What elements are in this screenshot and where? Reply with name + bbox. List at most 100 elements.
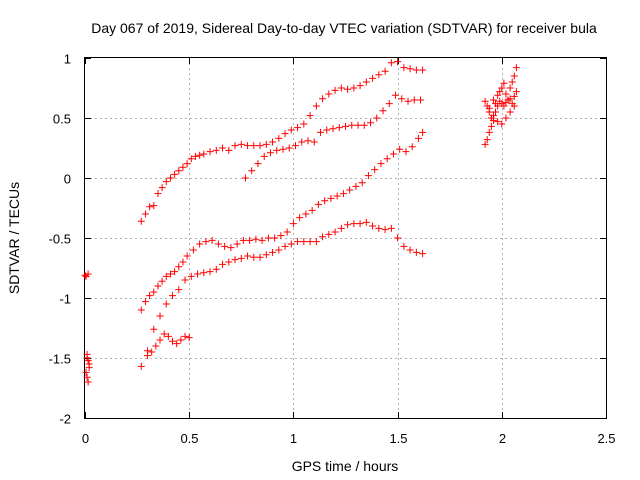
data-point [333, 192, 341, 200]
data-point [319, 95, 327, 103]
x-tick-label: 0.5 [180, 431, 198, 446]
data-point [312, 102, 320, 110]
data-point [375, 224, 383, 232]
x-tick-label: 2.5 [597, 431, 615, 446]
data-point [489, 112, 497, 120]
data-point [241, 174, 249, 182]
data-point [506, 84, 514, 92]
data-point [179, 258, 187, 266]
data-point [175, 167, 183, 175]
y-tick-label: -0.5 [49, 232, 71, 247]
data-point [179, 163, 187, 171]
data-point [381, 67, 389, 75]
data-point [310, 138, 318, 146]
data-point [419, 250, 427, 258]
data-point [173, 340, 181, 348]
data-point [485, 128, 493, 136]
data-point [169, 292, 177, 300]
data-point [383, 155, 391, 163]
data-point [289, 220, 297, 228]
series-6 [81, 270, 93, 386]
data-point [337, 224, 345, 232]
data-point [150, 288, 158, 296]
data-point [362, 78, 370, 86]
data-point [481, 97, 489, 105]
data-point [387, 59, 395, 67]
data-point [281, 242, 289, 250]
series-3 [137, 128, 427, 314]
data-point [400, 64, 408, 72]
data-point [381, 226, 389, 234]
data-point [510, 72, 518, 80]
data-point [412, 248, 420, 256]
data-point [183, 160, 191, 168]
data-point [387, 224, 395, 232]
data-point [494, 91, 502, 99]
data-point [225, 146, 233, 154]
data-point [283, 228, 291, 236]
data-point [373, 114, 381, 122]
y-tick-label: -1.5 [49, 352, 71, 367]
data-point [291, 142, 299, 150]
data-point [494, 118, 502, 126]
data-point [82, 368, 90, 376]
data-point [512, 64, 520, 72]
data-point [350, 84, 358, 92]
data-point [314, 200, 322, 208]
x-tick-label: 1.5 [389, 431, 407, 446]
data-point [500, 79, 508, 87]
data-point [502, 90, 510, 98]
data-point [419, 66, 427, 74]
data-point [152, 342, 160, 350]
data-point [200, 269, 208, 277]
data-point [150, 202, 158, 210]
data-point [171, 268, 179, 276]
data-point [287, 240, 295, 248]
grid [85, 58, 606, 418]
data-point [187, 272, 195, 280]
data-point [219, 260, 227, 268]
data-point [339, 190, 347, 198]
data-point [260, 152, 268, 160]
data-point [308, 206, 316, 214]
data-point [221, 242, 229, 250]
data-point [84, 270, 92, 278]
data-point [225, 258, 233, 266]
data-point [231, 142, 239, 150]
data-point [181, 332, 189, 340]
data-point [206, 148, 214, 156]
data-point [275, 246, 283, 254]
y-tick-label: 0 [64, 172, 71, 187]
data-point [212, 265, 220, 273]
data-point [158, 277, 166, 285]
data-point [160, 330, 168, 338]
data-point [354, 121, 362, 129]
data-point [279, 145, 287, 153]
data-point [329, 125, 337, 133]
data-point [312, 238, 320, 246]
data-point [287, 126, 295, 134]
data-point [214, 240, 222, 248]
data-point [298, 138, 306, 146]
data-point [371, 166, 379, 174]
y-tick-label: 1 [64, 52, 71, 67]
data-point [146, 292, 154, 300]
data-point [154, 282, 162, 290]
data-point [250, 253, 258, 261]
data-point [256, 142, 264, 150]
data-point [364, 172, 372, 180]
data-point [392, 91, 400, 99]
data-point [494, 102, 502, 110]
data-point [489, 96, 497, 104]
data-point [254, 160, 262, 168]
data-point [183, 252, 191, 260]
data-point [244, 142, 252, 150]
data-point [175, 263, 183, 271]
data-point [404, 97, 412, 105]
x-tick-label: 2 [499, 431, 506, 446]
data-point [356, 220, 364, 228]
data-point [269, 248, 277, 256]
data-point [406, 246, 414, 254]
data-point [508, 78, 516, 86]
